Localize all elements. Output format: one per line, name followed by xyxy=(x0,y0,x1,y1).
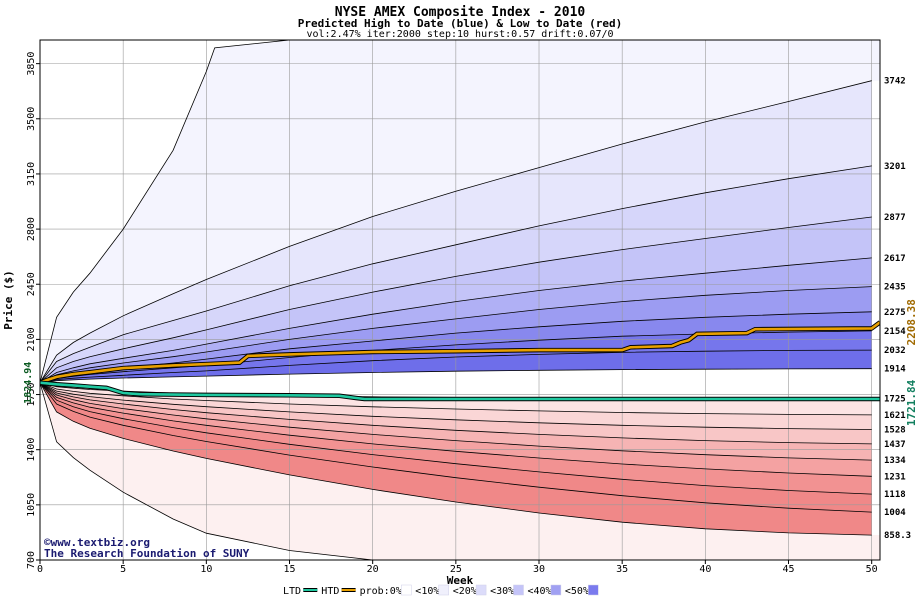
band-line xyxy=(40,165,872,383)
band-line xyxy=(40,382,872,416)
x-tick-label: 30 xyxy=(533,564,545,575)
y-tick-label: 2800 xyxy=(26,217,37,241)
series-LTD-line xyxy=(40,381,880,401)
legend-swatch xyxy=(550,584,562,596)
y-tick-label: 2450 xyxy=(26,272,37,296)
plot-layer xyxy=(40,40,880,560)
band-line xyxy=(40,80,872,383)
band-end-label: 1528 xyxy=(884,426,906,436)
x-axis-label: Week xyxy=(447,574,474,587)
y-tick-label: 1050 xyxy=(26,493,37,517)
band-end-label: 1334 xyxy=(884,456,906,466)
legend-label: LTD xyxy=(283,586,301,597)
band-line xyxy=(40,382,872,495)
band-end-label: 2154 xyxy=(884,327,906,337)
plot-frame xyxy=(39,39,881,561)
legend-label: <10% xyxy=(415,586,439,597)
band-end-label: 1437 xyxy=(884,440,906,450)
band-line xyxy=(40,382,872,536)
start-value-label: 1824.94 xyxy=(23,362,34,404)
probability-band xyxy=(40,257,872,383)
legend-swatch xyxy=(475,584,487,596)
series-HTD-line xyxy=(40,321,880,384)
legend-swatch xyxy=(513,584,524,596)
legend-label: <30% xyxy=(490,586,514,597)
x-tick-label: 0 xyxy=(37,564,43,575)
envelope-upper-fill xyxy=(40,40,880,383)
band-line xyxy=(40,368,872,384)
x-tick-label: 10 xyxy=(200,564,212,575)
y-tick-label: 2100 xyxy=(26,327,37,351)
x-tick-label: 15 xyxy=(283,564,295,575)
plot-area: 0 5 10 15 20 25 30 35 40 45 50 700 1050 1400 1750 2100 2… xyxy=(23,39,918,575)
band-end-label: 1004 xyxy=(884,508,906,518)
y-axis-label: Price ($) xyxy=(2,270,15,330)
band-line xyxy=(40,382,872,513)
y-tick-label: 3850 xyxy=(26,52,37,76)
legend-swatch xyxy=(401,584,412,596)
band-line xyxy=(40,382,872,477)
htd-end-label: 2208.38 xyxy=(905,299,918,345)
x-tick-label: 45 xyxy=(782,564,794,575)
footer-org: The Research Foundation of SUNY xyxy=(44,547,250,560)
envelope-lower-line xyxy=(40,382,456,560)
chart-subtitle: Predicted High to Date (blue) & Low to D… xyxy=(298,17,623,30)
band-line xyxy=(40,382,872,430)
band-line xyxy=(40,257,872,384)
band-end-label: 2617 xyxy=(884,254,906,264)
band-end-label: 2275 xyxy=(884,308,906,318)
band-end-label: 3201 xyxy=(884,162,906,172)
probability-band xyxy=(40,382,872,461)
band-end-label: 2435 xyxy=(884,283,906,293)
band-line xyxy=(40,349,872,384)
band-end-label: 1725 xyxy=(884,394,906,404)
envelope-upper-line xyxy=(40,40,373,383)
band-line xyxy=(40,216,872,383)
x-tick-label: 5 xyxy=(120,564,126,575)
legend-label: prob:0% xyxy=(360,586,402,597)
probability-band xyxy=(40,286,872,383)
y-tick-label: 3500 xyxy=(26,107,37,131)
band-end-label: 1914 xyxy=(884,365,906,375)
x-tick-label: 25 xyxy=(450,564,462,575)
ltd-end-label: 1721.84 xyxy=(905,379,918,426)
legend-swatch xyxy=(438,584,449,596)
chart-title: NYSE AMEX Composite Index - 2010 xyxy=(335,5,586,20)
x-tick-label: 50 xyxy=(866,564,878,575)
chart-params: vol:2.47% iter:2000 step:10 hurst:0.57 d… xyxy=(306,29,613,40)
band-line xyxy=(40,286,872,384)
band-end-label: 3742 xyxy=(884,77,906,87)
band-line xyxy=(40,382,872,445)
legend-label: <20% xyxy=(453,586,477,597)
y-tick-label: 700 xyxy=(26,551,37,569)
legend-swatch xyxy=(588,584,599,596)
probability-band xyxy=(40,311,872,383)
envelope-lower-fill xyxy=(40,382,880,560)
band-end-label: 2877 xyxy=(884,213,906,223)
probability-band xyxy=(40,382,872,444)
band-line xyxy=(40,382,872,461)
probability-band xyxy=(40,382,872,430)
y-tick-label: 1400 xyxy=(26,438,37,462)
band-end-label: 1621 xyxy=(884,411,906,421)
y-tick-label: 1750 xyxy=(26,382,37,406)
y-tick-label: 3150 xyxy=(26,162,37,186)
legend-label: <40% xyxy=(528,586,552,597)
legend-label: HTD xyxy=(321,586,339,597)
x-tick-label: 20 xyxy=(367,564,379,575)
band-end-label: 2032 xyxy=(884,346,906,356)
band-end-label: 1118 xyxy=(884,490,906,500)
x-tick-label: 40 xyxy=(699,564,711,575)
band-end-label: 858.3 xyxy=(884,531,911,541)
x-tick-label: 35 xyxy=(616,564,628,575)
band-end-label: 1231 xyxy=(884,472,906,482)
legend-label: <50% xyxy=(565,586,589,597)
legend: LTD HTD prob:0% <10% <20% <30% <40% <50% xyxy=(283,584,599,597)
footer-site: ©www.textbiz.org xyxy=(44,536,150,549)
